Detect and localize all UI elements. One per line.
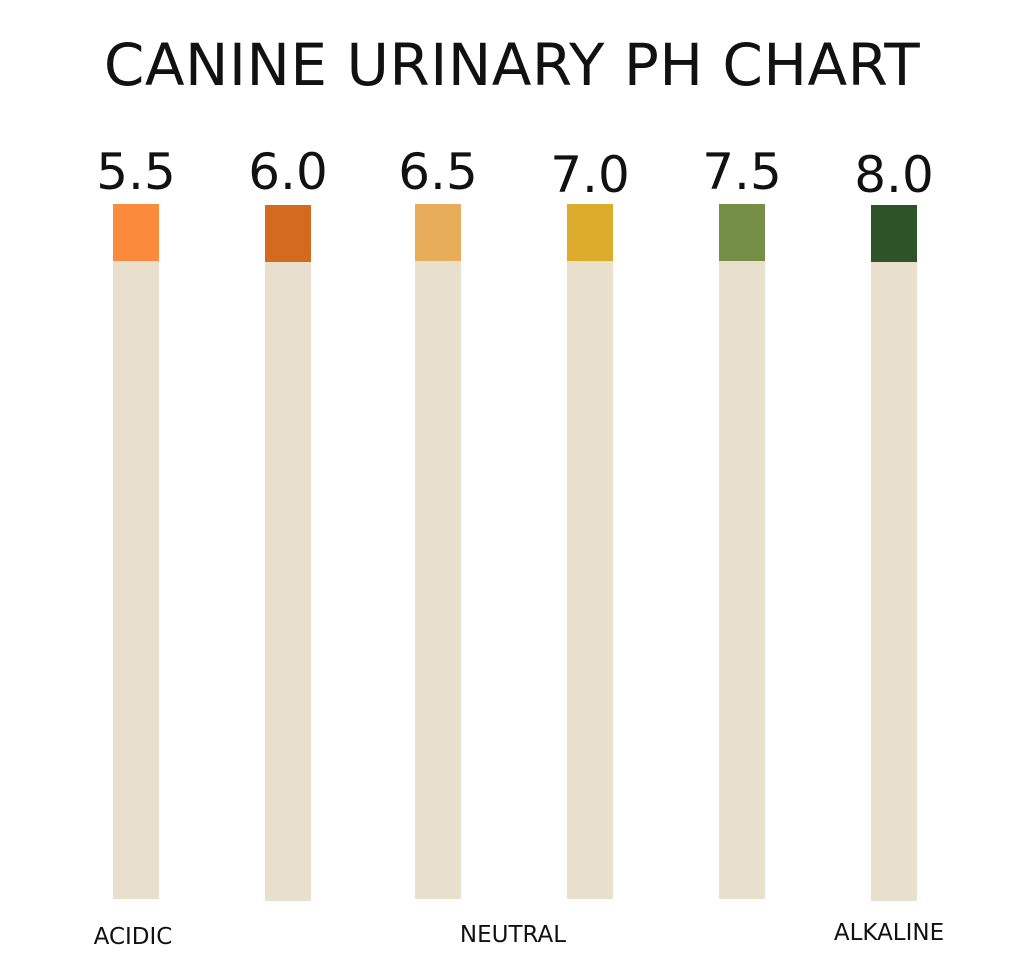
test-strip-paper <box>265 262 311 901</box>
test-strip-paper <box>415 261 461 899</box>
ph-color-pad <box>415 204 461 261</box>
test-strip-paper <box>113 261 159 899</box>
ph-value-label: 7.0 <box>550 146 630 204</box>
test-strip-paper <box>567 261 613 899</box>
ph-color-pad <box>719 204 765 261</box>
zone-label-acidic: ACIDIC <box>93 924 173 950</box>
ph-value-label: 6.0 <box>248 143 328 201</box>
ph-value-label: 5.5 <box>96 143 176 201</box>
ph-color-pad <box>871 205 917 262</box>
test-strip-paper <box>871 262 917 901</box>
zone-label-neutral: NEUTRAL <box>459 922 567 948</box>
ph-value-label: 7.5 <box>702 143 782 201</box>
ph-color-pad <box>567 204 613 261</box>
ph-color-pad <box>265 205 311 262</box>
chart-title: CANINE URINARY PH CHART <box>103 31 921 99</box>
zone-label-alkaline: ALKALINE <box>833 920 945 946</box>
ph-value-label: 6.5 <box>398 143 478 201</box>
ph-color-pad <box>113 204 159 261</box>
ph-value-label: 8.0 <box>854 146 934 204</box>
test-strip-paper <box>719 261 765 899</box>
